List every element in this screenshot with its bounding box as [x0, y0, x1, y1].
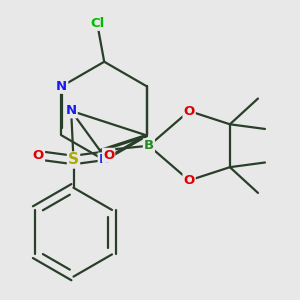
Text: O: O [103, 149, 114, 162]
Text: O: O [184, 104, 195, 118]
Text: N: N [66, 104, 77, 117]
Text: B: B [144, 139, 154, 152]
Text: N: N [56, 80, 67, 93]
Text: O: O [33, 149, 44, 162]
Text: S: S [68, 152, 79, 167]
Text: N: N [99, 154, 110, 166]
Text: O: O [184, 174, 195, 187]
Text: Cl: Cl [90, 17, 104, 30]
